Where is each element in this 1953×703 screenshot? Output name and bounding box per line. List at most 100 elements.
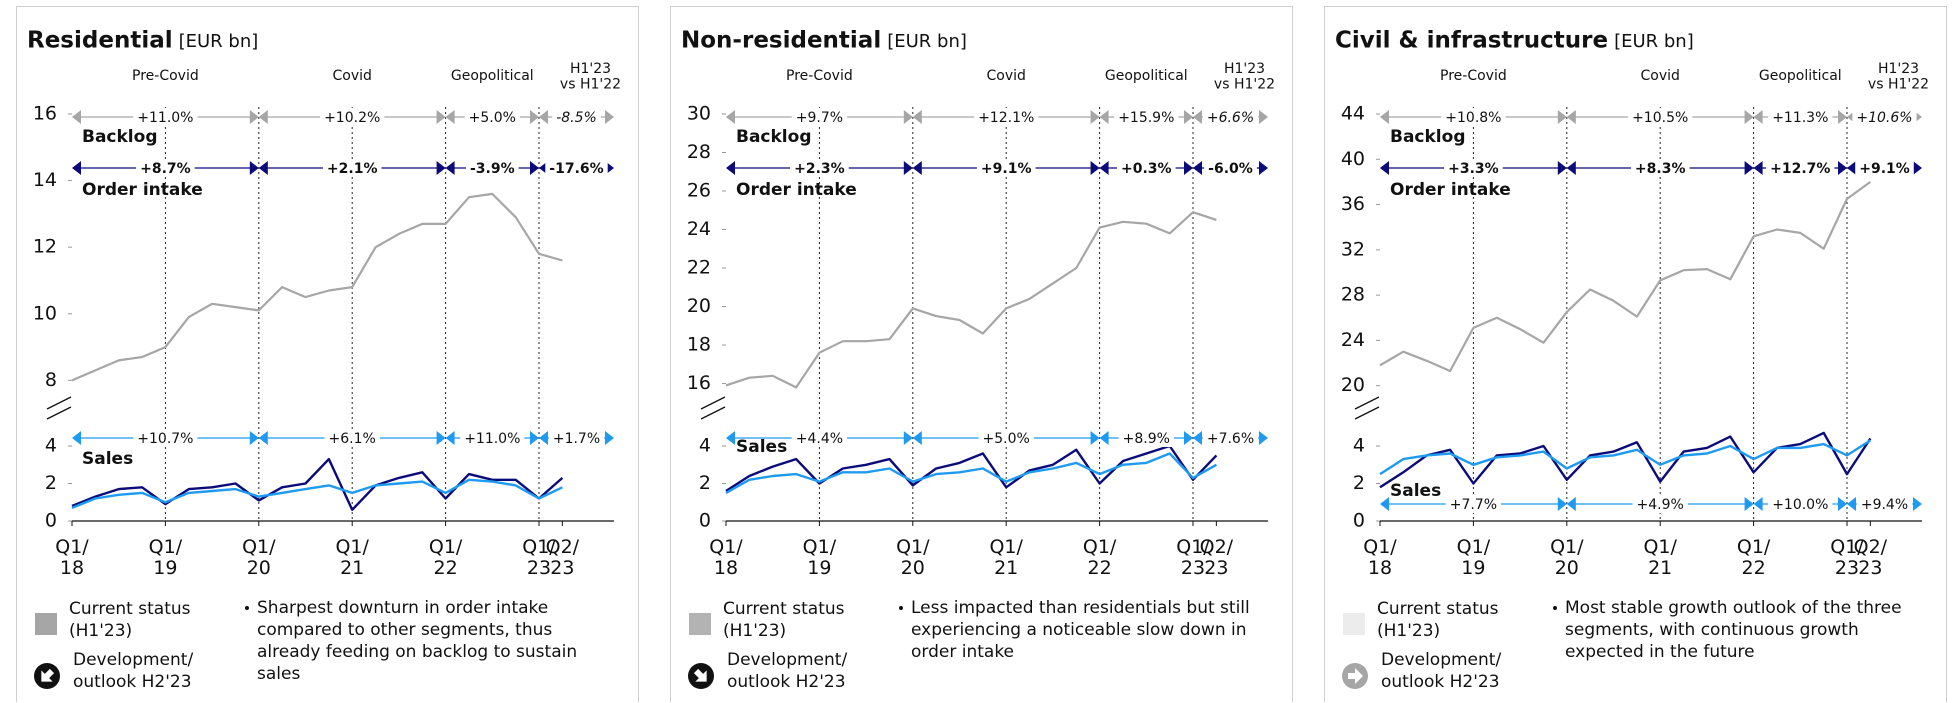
label-bg	[1117, 159, 1176, 177]
growth-label: -8.5%	[556, 110, 597, 126]
note-text: Sharpest downturn in order intake compar…	[257, 598, 578, 685]
series-line	[725, 452, 1217, 494]
y-tick-label: 30	[687, 103, 711, 125]
label-bg	[320, 108, 385, 126]
growth-label: +6.1%	[329, 431, 376, 447]
arrow-head	[1744, 110, 1754, 124]
x-tick-label: Q1/22	[1083, 536, 1117, 579]
chart: Civil & infrastructure [EUR bn] Pre-Covid C…	[1335, 28, 1929, 579]
x-tick-label: Q1/20	[1550, 536, 1584, 579]
arrow-head	[72, 110, 81, 124]
y-tick-label: 22	[687, 257, 711, 279]
label-bg	[790, 159, 849, 177]
label-bg	[1768, 108, 1833, 126]
arrow-head	[530, 161, 539, 175]
growth-label: +0.3%	[1121, 161, 1172, 177]
x-tick-label: Q1/21	[335, 536, 369, 579]
label-bg	[1202, 429, 1259, 447]
label-bg	[548, 429, 605, 447]
x-tick-label: Q1/19	[1457, 536, 1491, 579]
bullet	[899, 606, 903, 610]
y2-tick-label: 2	[45, 472, 57, 494]
series-line	[725, 444, 1218, 493]
x-tick-label: Q1/23	[1830, 536, 1864, 579]
y-tick-label: 40	[1341, 148, 1365, 170]
label-bg	[974, 108, 1039, 126]
chart-unit: [EUR bn]	[179, 31, 259, 52]
y2-tick-label: 4	[45, 435, 57, 457]
growth-label: +9.4%	[1861, 497, 1908, 513]
growth-label: +6.6%	[1207, 110, 1254, 126]
label-bg	[1114, 108, 1179, 126]
y-tick-label: 16	[33, 103, 57, 125]
y-tick-label: 12	[33, 236, 57, 258]
arrow-head	[726, 161, 735, 175]
arrow-head	[1184, 161, 1193, 175]
period-label: Covid	[1640, 68, 1679, 84]
chart-title: Civil & infrastructure	[1335, 28, 1608, 54]
growth-label: +4.4%	[796, 431, 843, 447]
arrow-head	[1744, 161, 1754, 175]
arrow-head	[1566, 110, 1576, 124]
y2-tick-label: 0	[1353, 510, 1365, 532]
arrow-head	[1557, 161, 1567, 175]
y-tick-label: 14	[33, 169, 57, 191]
y2-tick-label: 0	[45, 510, 57, 532]
growth-label: +2.3%	[794, 161, 845, 177]
arrow-head	[258, 431, 268, 445]
period-label: Pre-Covid	[786, 68, 853, 84]
icon-arrow	[693, 668, 707, 682]
arrow-head	[530, 431, 539, 445]
x-tick-label: Q1/23	[522, 536, 556, 579]
arrow-head	[1913, 161, 1922, 175]
growth-label: +10.2%	[324, 110, 380, 126]
arrow-head	[1557, 497, 1567, 511]
arrow-head	[1753, 110, 1763, 124]
label-bg	[1768, 495, 1833, 513]
label-bg	[1630, 159, 1690, 177]
arrow-head	[1557, 110, 1567, 124]
series-line	[71, 478, 563, 510]
arrow-head	[539, 431, 548, 445]
series-name: Order intake	[82, 180, 203, 200]
label-bg	[1855, 159, 1914, 177]
label-bg	[976, 159, 1036, 177]
y-tick-label: 24	[687, 218, 711, 240]
axis-break	[1354, 396, 1380, 410]
note: Less impacted than residentials but stil…	[899, 597, 1271, 663]
growth-label: +12.7%	[1770, 161, 1830, 177]
label-bg	[791, 108, 848, 126]
status-swatch	[689, 613, 711, 635]
y-tick-label: 24	[1341, 329, 1365, 351]
y-tick-label: 18	[687, 334, 711, 356]
series-name: Backlog	[736, 127, 812, 147]
growth-label: +5.0%	[469, 110, 516, 126]
axis-break	[1354, 406, 1380, 420]
chart-panel: Residential [EUR bn] Pre-Covid Covid Geopoli…	[16, 6, 639, 702]
outlook-label: Development/ outlook H2'23	[73, 650, 194, 692]
x-tick-label: Q1/20	[242, 536, 276, 579]
arrow-head	[1566, 161, 1576, 175]
period-label: H1'23 vs H1'22	[1214, 61, 1275, 92]
label-bg	[552, 108, 601, 126]
label-bg	[1444, 159, 1503, 177]
y2-tick-label: 4	[699, 435, 711, 457]
icon-arrow	[1348, 668, 1363, 684]
arrow-head	[72, 431, 81, 445]
y2-tick-label: 0	[699, 510, 711, 532]
growth-label: +11.3%	[1772, 110, 1828, 126]
growth-label: +7.6%	[1207, 431, 1254, 447]
series-line	[1379, 439, 1872, 476]
arrow-head	[1259, 161, 1268, 175]
growth-label: +11.0%	[464, 431, 520, 447]
y2-tick-label: 2	[699, 472, 711, 494]
x-tick-label: Q1/20	[896, 536, 930, 579]
series-name: Sales	[736, 437, 787, 457]
bullet	[1553, 606, 1557, 610]
arrow-head	[530, 110, 539, 124]
status-swatch	[35, 613, 57, 635]
x-tick-label: Q1/21	[1643, 536, 1677, 579]
status-label: Current status (H1'23)	[1377, 599, 1499, 641]
arrow-head	[1090, 110, 1100, 124]
